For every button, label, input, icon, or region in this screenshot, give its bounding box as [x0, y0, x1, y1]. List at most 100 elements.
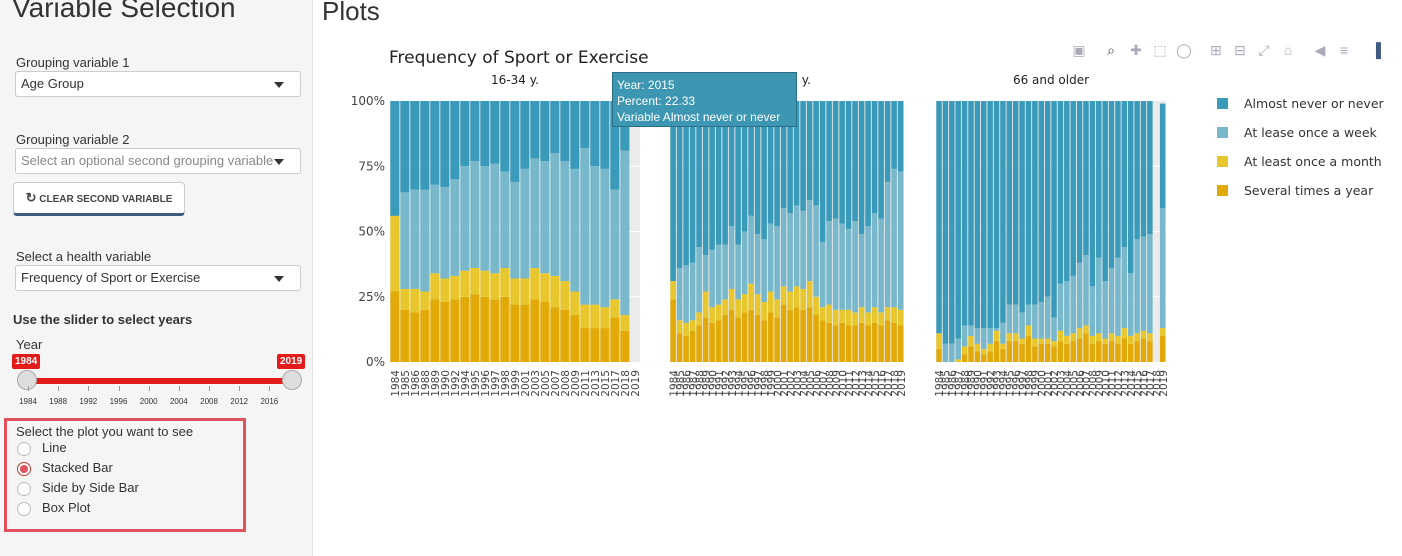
- zoom-out-icon[interactable]: ⊟: [1234, 42, 1246, 58]
- stacked-bar-chart[interactable]: Frequency of Sport or Exercise 0% 25% 50% 75…: [330, 42, 1390, 432]
- pan-icon[interactable]: ✚: [1130, 42, 1142, 58]
- bar-segment: [813, 296, 819, 316]
- bar-segment: [1070, 341, 1076, 362]
- hover-compare-icon[interactable]: ≡: [1339, 42, 1349, 58]
- lasso-icon[interactable]: ◯: [1176, 42, 1192, 58]
- bar-segment: [936, 101, 942, 334]
- bar-segment: [580, 328, 590, 362]
- x-tick-label: 2013: [590, 370, 602, 397]
- health-variable-select[interactable]: Frequency of Sport or Exercise: [15, 265, 301, 291]
- bar-segment: [891, 168, 897, 308]
- bar-segment: [500, 101, 510, 172]
- bar-segment: [936, 348, 942, 362]
- bar-segment: [1083, 254, 1089, 326]
- grouping-variable-1-select[interactable]: Age Group: [15, 71, 301, 97]
- bar-segment: [410, 288, 420, 313]
- bar-segment: [974, 328, 981, 344]
- grouping-variable-2-select[interactable]: Select an optional second grouping varia…: [15, 148, 301, 174]
- x-tick-label: 1995: [740, 370, 752, 397]
- bar-segment: [767, 291, 774, 313]
- bar-segment: [550, 153, 560, 276]
- bar-segment: [410, 312, 420, 362]
- bar-segment: [722, 315, 728, 362]
- bar-segment: [735, 299, 741, 318]
- bar-segment: [845, 325, 852, 362]
- bar-segment: [1064, 281, 1070, 336]
- bar-segment: [1025, 304, 1032, 326]
- x-tick-label: 1991: [714, 370, 726, 397]
- hover-closest-icon[interactable]: ◀: [1314, 42, 1326, 58]
- bar-segment: [961, 101, 968, 326]
- bar-segment: [800, 210, 806, 289]
- health-variable-value: Frequency of Sport or Exercise: [21, 270, 201, 285]
- slider-tick-label: 2016: [260, 397, 279, 406]
- bar-segment: [793, 205, 800, 287]
- slider-label: Year: [16, 337, 43, 352]
- x-tick-label: 2017: [883, 370, 895, 397]
- bar-segment: [955, 359, 961, 362]
- bar-segment: [460, 166, 470, 271]
- x-tick-label: 1986: [681, 370, 693, 397]
- x-tick-label: 1984: [668, 370, 680, 397]
- x-tick-label: 1997: [753, 370, 765, 397]
- x-tick-label: 1990: [973, 370, 985, 397]
- x-tick-label: 2003: [1056, 370, 1068, 397]
- bar-segment: [550, 101, 560, 154]
- bar-segment: [1159, 103, 1166, 209]
- bar-segment: [1044, 101, 1051, 297]
- bar-segment: [1076, 262, 1083, 329]
- bar-segment: [709, 307, 715, 323]
- bar-segment: [1032, 101, 1038, 305]
- bar-segment: [1096, 341, 1102, 362]
- bar-segment: [871, 307, 878, 323]
- bar-segment: [1070, 333, 1076, 342]
- bar-segment: [800, 288, 806, 310]
- x-tick-label: 1989: [966, 370, 978, 397]
- radio-label: Side by Side Bar: [42, 480, 139, 495]
- bar-segment: [741, 231, 748, 295]
- bar-segment: [974, 351, 981, 362]
- x-tick-label: 2002: [785, 370, 797, 397]
- x-tick-label: 2000: [1036, 370, 1048, 397]
- bar-segment: [683, 101, 689, 266]
- bar-segment: [974, 343, 981, 352]
- camera-icon[interactable]: ▣: [1072, 42, 1086, 58]
- plotly-logo-icon[interactable]: ▐: [1371, 42, 1381, 58]
- clear-second-variable-button[interactable]: ↻ CLEAR SECOND VARIABLE: [13, 182, 185, 216]
- x-tick-label: 1996: [1011, 370, 1023, 397]
- x-tick-label: 2009: [1094, 370, 1106, 397]
- x-tick-label: 2012: [850, 370, 862, 397]
- bar-segment: [819, 101, 826, 242]
- reset-axes-icon[interactable]: ⌂: [1283, 42, 1293, 58]
- bar-segment: [1019, 312, 1025, 339]
- bar-segment: [1115, 343, 1121, 362]
- bar-segment: [865, 312, 871, 326]
- bar-segment: [480, 166, 490, 271]
- autoscale-icon[interactable]: ⤢: [1258, 42, 1270, 58]
- bar-segment: [748, 309, 754, 362]
- bar-segment: [1140, 338, 1147, 362]
- chart-title: Frequency of Sport or Exercise: [389, 48, 649, 68]
- bar-segment: [1134, 333, 1140, 342]
- bar-segment: [839, 309, 845, 323]
- box-select-icon[interactable]: ⬚: [1153, 42, 1167, 58]
- bar-segment: [1000, 101, 1006, 323]
- bar-segment: [865, 325, 871, 362]
- bar-segment: [1019, 101, 1025, 313]
- bar-segment: [839, 322, 845, 362]
- zoom-in-icon[interactable]: ⊞: [1210, 42, 1222, 58]
- bar-segment: [1038, 338, 1045, 344]
- bar-segment: [1096, 257, 1102, 334]
- year-slider-min-handle[interactable]: [17, 370, 37, 390]
- bar-segment: [390, 291, 400, 362]
- tooltip-percent: Percent: 22.33: [617, 94, 696, 108]
- slider-tick: [178, 386, 180, 391]
- x-tick-label: 2009: [570, 370, 582, 397]
- zoom-icon[interactable]: ⌕: [1107, 42, 1115, 58]
- bar-segment: [490, 101, 500, 164]
- year-slider-track[interactable]: [27, 378, 292, 384]
- x-tick-label: 2010: [1100, 370, 1112, 397]
- year-slider-max-handle[interactable]: [282, 370, 302, 390]
- x-tick-label: 1993: [727, 370, 739, 397]
- bar-segment: [852, 325, 858, 362]
